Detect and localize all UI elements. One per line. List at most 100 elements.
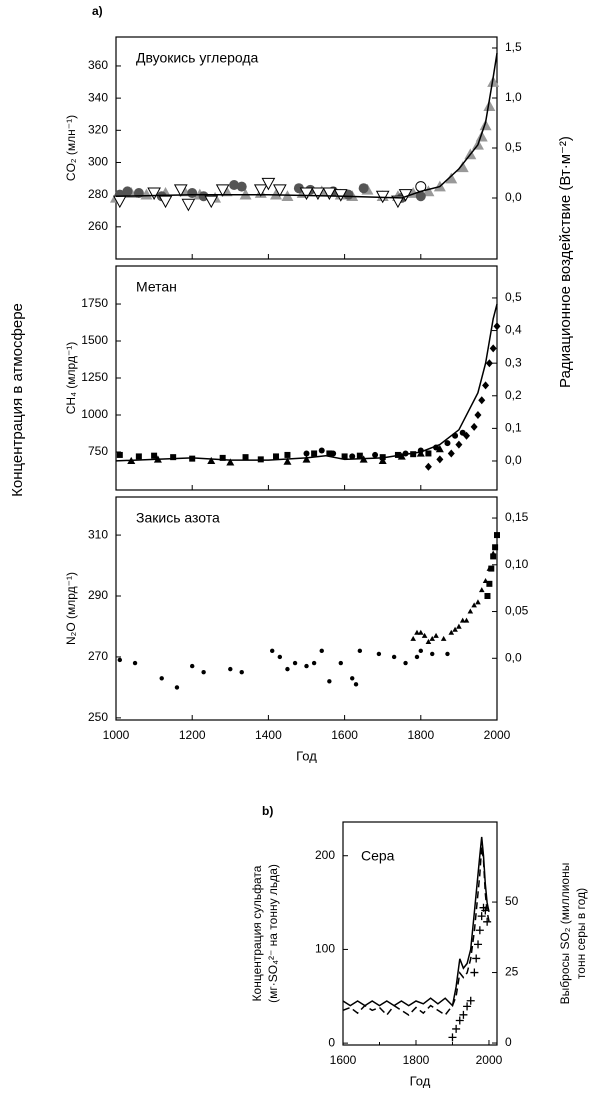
marker <box>478 396 486 405</box>
marker <box>311 660 317 666</box>
marker <box>403 660 408 666</box>
marker <box>358 183 369 194</box>
marker <box>140 188 153 200</box>
marker <box>474 940 483 949</box>
marker <box>372 451 379 458</box>
marker <box>475 599 481 605</box>
y-tick-label: 320 <box>88 122 108 136</box>
marker <box>330 450 337 457</box>
marker <box>376 651 382 657</box>
x-tick-label: 1200 <box>179 728 206 742</box>
marker <box>318 447 325 454</box>
marker <box>492 544 499 551</box>
marker <box>445 172 458 184</box>
y-tick-label: 1750 <box>81 296 108 310</box>
marker <box>424 462 432 471</box>
marker <box>190 663 195 669</box>
marker <box>472 954 481 963</box>
marker <box>135 453 142 460</box>
x-axis-label: Год <box>296 748 317 763</box>
marker <box>147 187 161 201</box>
marker <box>459 1010 468 1019</box>
y-tick-label: 340 <box>88 90 108 104</box>
y2-tick-label: 0,0 <box>505 190 522 204</box>
x-tick-label: 2000 <box>484 728 511 742</box>
marker <box>116 451 123 458</box>
data-line <box>342 846 490 1017</box>
marker <box>463 1002 472 1011</box>
panel-title: Метан <box>136 279 177 295</box>
marker <box>448 629 455 635</box>
marker <box>478 587 485 593</box>
marker <box>488 565 495 572</box>
marker <box>440 635 447 641</box>
y2-axis-label: Выбросы SO₂ (миллионы <box>558 863 572 1005</box>
y-tick-label: 270 <box>88 649 108 663</box>
y2-tick-label: 0,10 <box>505 557 529 571</box>
y-tick-label: 300 <box>88 155 108 169</box>
marker <box>435 445 444 453</box>
marker <box>326 450 333 457</box>
marker <box>415 191 426 202</box>
marker <box>319 648 324 654</box>
marker <box>338 660 343 666</box>
marker <box>239 669 244 675</box>
y-tick-label: 200 <box>315 848 335 862</box>
marker <box>463 431 471 440</box>
marker <box>226 458 235 466</box>
x-tick-label: 2000 <box>476 1053 503 1067</box>
marker <box>483 917 492 926</box>
marker <box>353 682 359 687</box>
marker <box>229 180 240 190</box>
marker <box>425 450 432 457</box>
y2-axis-label: тонн серы в год) <box>574 888 588 979</box>
marker <box>482 381 490 390</box>
y2-tick-label: 0,0 <box>505 453 522 467</box>
y2-tick-label: 1,5 <box>505 40 522 54</box>
y-tick-label: 260 <box>88 219 108 233</box>
marker <box>253 184 268 197</box>
marker <box>494 532 500 539</box>
marker <box>391 195 405 209</box>
marker <box>414 629 420 635</box>
marker <box>486 580 493 587</box>
marker <box>474 410 482 419</box>
marker <box>418 648 423 654</box>
marker <box>418 629 424 635</box>
y2-tick-label: 0,5 <box>505 290 522 304</box>
panel-title: Закись азота <box>136 510 220 526</box>
marker <box>452 626 458 632</box>
panel-label: a) <box>92 4 103 18</box>
y-tick-label: 1000 <box>81 407 108 421</box>
marker <box>466 996 475 1005</box>
y-tick-label: 250 <box>88 710 108 724</box>
y2-tick-label: 0 <box>505 1035 512 1049</box>
marker <box>270 648 275 654</box>
x-axis-label: Год <box>410 1073 431 1088</box>
marker <box>448 1033 457 1042</box>
y-axis-label: (мг·SO₄²⁻ на тонну льда) <box>266 864 280 1003</box>
marker <box>447 449 455 458</box>
y2-axis-label: Радиационное воздействие (Вт·м⁻²) <box>557 136 574 388</box>
panel-label: b) <box>262 804 273 818</box>
marker <box>174 685 180 690</box>
marker <box>456 161 469 173</box>
marker <box>452 1024 461 1033</box>
x-tick-label: 1600 <box>331 728 358 742</box>
y-tick-label: 360 <box>88 58 108 72</box>
marker <box>444 440 451 447</box>
marker <box>284 451 291 458</box>
marker <box>219 454 226 461</box>
marker <box>378 456 387 465</box>
marker <box>201 669 206 675</box>
y-axis-label: Концентрация сульфата <box>250 865 264 1001</box>
marker <box>477 912 486 921</box>
y-tick-label: 750 <box>88 444 108 458</box>
marker <box>391 654 397 660</box>
marker <box>479 119 492 131</box>
marker <box>470 968 479 977</box>
x-tick-label: 1000 <box>103 728 130 742</box>
marker <box>292 660 298 666</box>
marker <box>429 635 436 641</box>
